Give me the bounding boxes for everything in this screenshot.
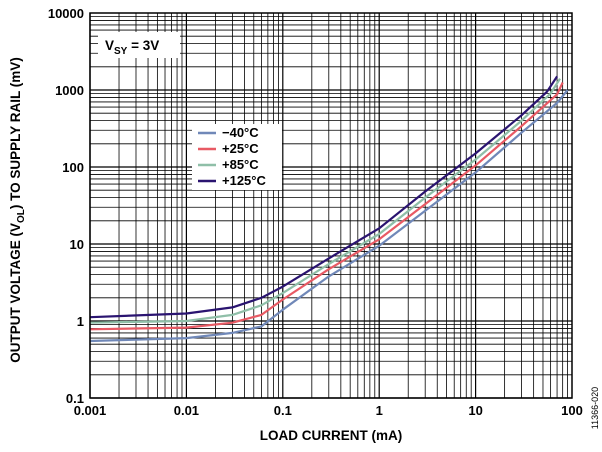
- legend: −40°C+25°C+85°C+125°C: [192, 124, 282, 190]
- annotation-rest: = 3V: [127, 38, 159, 53]
- y-tick-label: 100: [62, 160, 84, 175]
- x-tick-label: 1: [376, 403, 383, 418]
- legend-label: +85°C: [222, 157, 259, 172]
- plot-frame: [89, 12, 573, 399]
- figure-id: 11366-020: [590, 387, 600, 429]
- y-axis-label-rest: ) TO SUPPLY RAIL (mV): [8, 57, 23, 209]
- x-tick-label: 0.01: [174, 403, 199, 418]
- y-tick-label: 1: [77, 314, 84, 329]
- legend-label: +125°C: [222, 173, 266, 188]
- x-tick-label: 0.1: [274, 403, 292, 418]
- y-tick-label: 10000: [48, 6, 84, 21]
- series-line: [89, 75, 559, 319]
- plot-border: [89, 12, 573, 399]
- x-axis-label: LOAD CURRENT (mA): [260, 428, 403, 443]
- y-tick-label: 0.1: [66, 391, 84, 406]
- y-axis-label: OUTPUT VOLTAGE (VOL) TO SUPPLY RAIL (mV): [8, 57, 27, 362]
- x-tick-label: 100: [561, 403, 583, 418]
- x-tick-label: 0.001: [74, 403, 107, 418]
- series-line: [89, 82, 564, 331]
- y-tick-label: 10: [70, 237, 84, 252]
- annotation-box: VSY = 3V: [98, 32, 180, 58]
- series-line: [89, 78, 561, 324]
- series-lines: [89, 75, 569, 343]
- annotation-main: V: [105, 38, 114, 53]
- x-tick-label: 10: [468, 403, 482, 418]
- legend-label: +25°C: [222, 141, 259, 156]
- annotation-text: VSY = 3V: [105, 38, 159, 57]
- y-tick-label: 1000: [55, 83, 84, 98]
- annotation-subscript: SY: [114, 46, 128, 57]
- annotation-background: [98, 32, 180, 58]
- x-tick-labels: 0.001 0.01 0.1 1 10 100: [74, 403, 583, 418]
- y-axis-label-main: OUTPUT VOLTAGE (V: [8, 223, 23, 363]
- series-line: [89, 89, 569, 343]
- legend-label: −40°C: [222, 125, 259, 140]
- y-axis-label-subscript: OL: [16, 209, 27, 223]
- grid: [89, 13, 572, 399]
- y-tick-labels: 0.1 1 10 100 1000 10000: [48, 6, 84, 406]
- legend-background: [192, 124, 282, 190]
